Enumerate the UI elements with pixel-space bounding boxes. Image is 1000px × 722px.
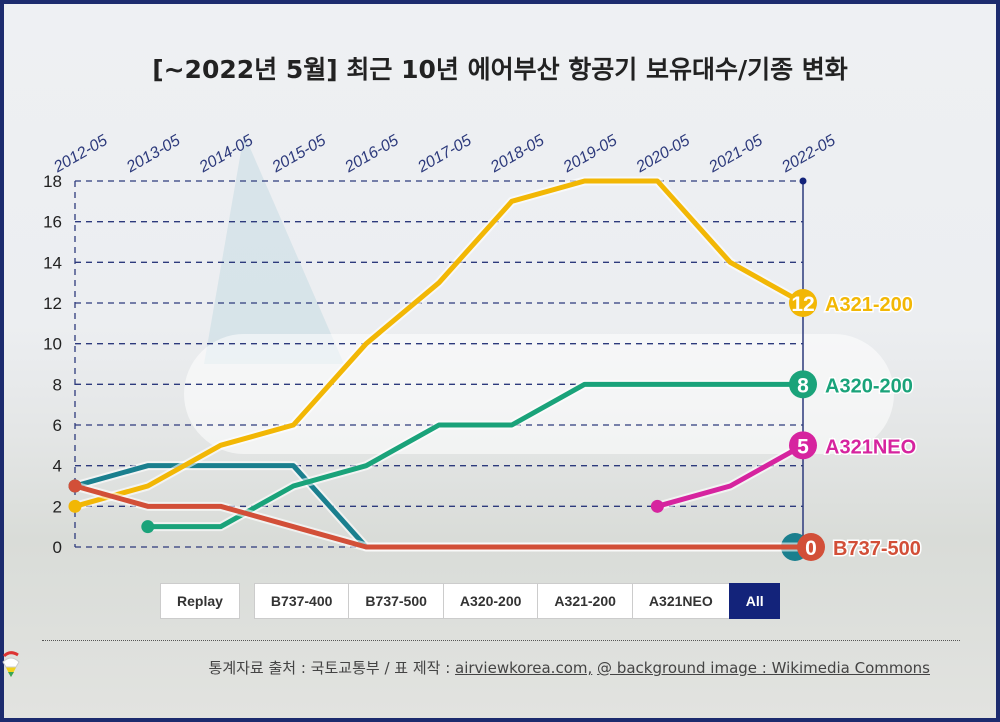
series-end-name: A320-200 [825, 375, 913, 397]
filter-b737-400-button[interactable]: B737-400 [253, 583, 349, 619]
chart-title: [~2022년 5월] 최근 10년 에어부산 항공기 보유대수/기종 변화 [152, 55, 848, 84]
filter-a321neo-button[interactable]: A321NEO [631, 583, 729, 619]
background-plane-tail [204, 134, 344, 364]
series-end-name: A321NEO [825, 436, 916, 458]
series-line-a320-200 [147, 381, 803, 530]
filter-a321-200-button[interactable]: A321-200 [537, 583, 632, 619]
airviewkorea-logo-icon [2, 651, 20, 677]
x-tick-label: 2015-05 [269, 132, 329, 177]
y-tick-label: 6 [53, 416, 62, 435]
footer-divider [42, 640, 960, 641]
series-start-point [141, 520, 155, 534]
wikimedia-link[interactable]: @ background image : Wikimedia Commons [597, 659, 930, 677]
series-end-badge [789, 370, 817, 399]
series-end-badge [789, 289, 817, 317]
series-end-name: B737-500 [833, 538, 921, 560]
chart-controls: Replay B737-400 B737-500 A320-200 A321-2… [160, 583, 780, 619]
series-line-a321neo [656, 443, 805, 509]
filter-b737-500-button[interactable]: B737-500 [348, 583, 443, 619]
series-end-badge [789, 431, 817, 460]
x-tick-label: 2019-05 [560, 132, 620, 177]
replay-button[interactable]: Replay [160, 583, 240, 619]
series-halo [656, 441, 806, 511]
x-tick-label: 2020-05 [633, 132, 693, 177]
series-start-point [68, 499, 82, 513]
y-tick-label: 14 [43, 253, 62, 272]
airviewkorea-link[interactable]: airviewkorea.com, [455, 659, 593, 677]
series-end-value: 8 [797, 374, 809, 397]
series-line-a321-200 [74, 178, 805, 509]
y-tick-label: 2 [53, 497, 62, 516]
x-tick-label: 2021-05 [705, 132, 765, 177]
y-tick-label: 4 [53, 457, 62, 476]
source-credit: 통계자료 출처 : 국토교통부 / 표 제작 : airviewkorea.co… [209, 657, 930, 678]
series-end-value: 5 [797, 435, 809, 458]
y-tick-label: 16 [43, 213, 62, 232]
series-start-point [650, 499, 664, 513]
x-tick-label: 2014-05 [196, 132, 256, 177]
x-tick-label: 2016-05 [341, 132, 401, 177]
series-line-b737-500 [74, 483, 803, 550]
x-tick-label: 2022-05 [778, 132, 838, 177]
y-tick-label: 8 [53, 375, 62, 394]
y-tick-label: 12 [43, 294, 62, 313]
filter-a320-200-button[interactable]: A320-200 [442, 583, 538, 619]
x-tick-label: 2013-05 [123, 132, 183, 177]
series-filter-group: B737-400 B737-500 A320-200 A321-200 A321… [253, 583, 780, 619]
y-tick-label: 0 [53, 538, 62, 557]
x-tick-label: 2018-05 [487, 132, 547, 177]
current-date-marker [799, 177, 807, 185]
series-start-point [68, 479, 82, 493]
series-end-name: A321-200 [825, 294, 913, 316]
background-plane-image [184, 334, 894, 454]
series-halo [147, 379, 803, 532]
source-text: 통계자료 출처 : 국토교통부 / 표 제작 : [208, 659, 456, 677]
x-tick-label: 2012-05 [50, 132, 110, 177]
y-tick-label: 10 [43, 335, 62, 354]
filter-all-button[interactable]: All [728, 583, 780, 619]
series-end-badge [797, 533, 825, 561]
y-tick-label: 18 [43, 172, 62, 191]
series-end-value: 0 [805, 537, 817, 560]
series-end-value: 12 [791, 293, 814, 316]
x-tick-label: 2017-05 [414, 132, 474, 177]
